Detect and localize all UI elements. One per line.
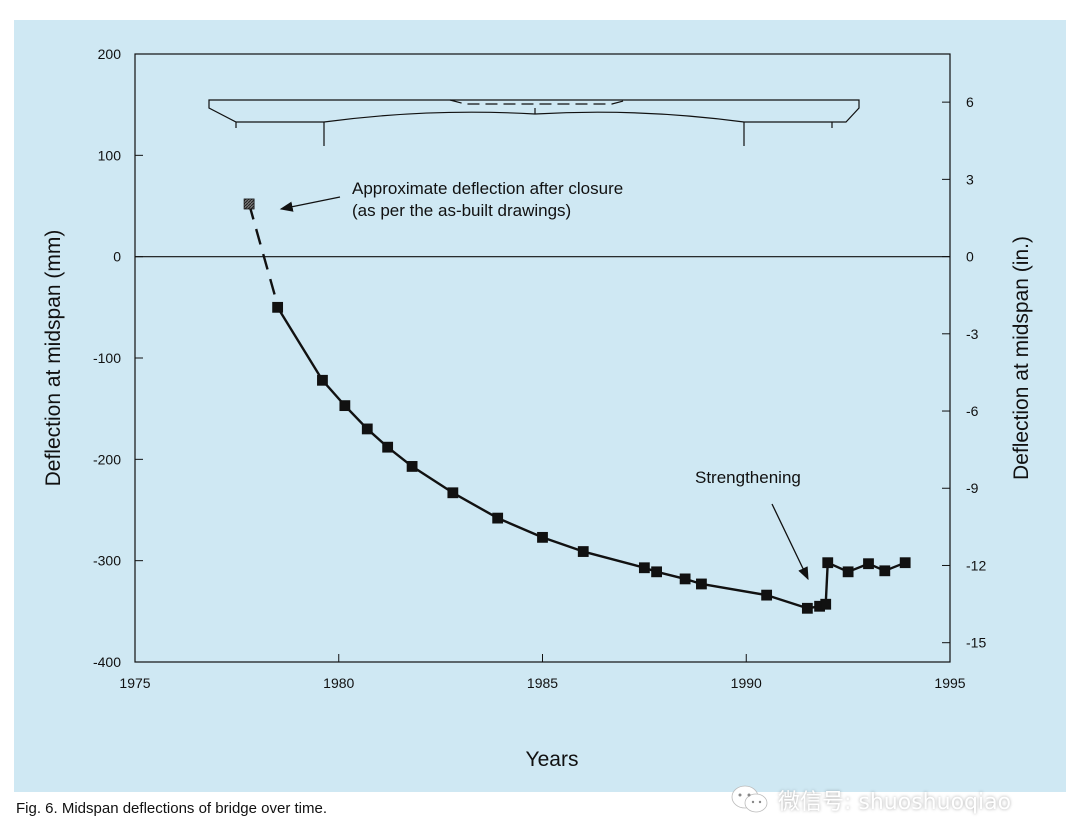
y-tick-label-right: 6 — [966, 94, 974, 110]
figure-caption: Fig. 6. Midspan deflections of bridge ov… — [16, 800, 327, 817]
y-tick-label-right: -9 — [966, 480, 979, 496]
data-point — [801, 602, 813, 614]
y-tick-label-right: -12 — [966, 557, 986, 573]
strengthening-annotation-arrow — [771, 503, 809, 581]
y-axis-ticks-right: 6 3 0 -3 -6 -9 -12 -15 — [942, 94, 986, 651]
y-tick-label-left: -400 — [93, 654, 121, 670]
data-point — [272, 301, 284, 313]
data-point — [879, 565, 891, 577]
watermark-text: 微信号: shuoshuoqiao — [778, 790, 1012, 815]
series-layer — [243, 198, 911, 614]
y-axis-title-right: Deflection at midspan (in.) — [1010, 236, 1033, 480]
data-point — [842, 566, 854, 578]
x-axis-title: Years — [526, 748, 579, 771]
data-point — [577, 546, 589, 557]
series-line-2 — [276, 306, 906, 610]
data-point — [899, 557, 911, 569]
y-tick-label-left: -100 — [93, 350, 121, 366]
data-point — [820, 598, 832, 610]
y-tick-label-left: 100 — [98, 147, 122, 163]
x-tick-label: 1975 — [119, 675, 150, 691]
y-tick-label-left: 200 — [98, 46, 122, 62]
y-axis-title-left: Deflection at midspan (mm) — [42, 230, 65, 487]
y-tick-label-right: 0 — [966, 249, 974, 265]
y-tick-label-right: -6 — [966, 403, 979, 419]
data-point — [651, 566, 662, 578]
x-tick-label: 1990 — [731, 675, 762, 691]
y-tick-label-left: -200 — [93, 451, 121, 467]
data-point — [761, 589, 773, 601]
y-tick-label-left: -300 — [93, 553, 121, 569]
deflection-chart: 1975 1980 1985 1990 1995 200 100 0 -100 -200 -300… — [42, 46, 1033, 771]
closure-annotation-line2: (as per the as-built drawings) — [352, 201, 571, 220]
y-tick-label-left: 0 — [113, 249, 121, 265]
series-line-1 — [247, 203, 279, 306]
watermark: 微信号: shuoshuoqiao — [730, 782, 1011, 818]
data-point — [317, 374, 328, 386]
x-axis-ticks: 1975 1980 1985 1990 1995 — [119, 654, 966, 691]
closure-data-point — [243, 198, 255, 210]
data-point — [382, 441, 394, 453]
wechat-icon — [730, 784, 770, 816]
closure-annotation-arrow — [279, 196, 341, 212]
data-point — [638, 562, 650, 574]
data-point — [406, 461, 418, 472]
data-point — [361, 423, 373, 435]
y-tick-label-right: -15 — [966, 635, 986, 651]
y-tick-label-right: -3 — [966, 326, 979, 342]
figure-panel: 1975 1980 1985 1990 1995 200 100 0 -100 -200 -300… — [14, 20, 1066, 815]
strengthening-annotation: Strengthening — [695, 468, 801, 487]
x-tick-label: 1980 — [323, 675, 354, 691]
data-point — [492, 512, 504, 524]
data-point — [696, 578, 707, 590]
data-point — [447, 487, 459, 499]
x-tick-label: 1985 — [527, 675, 558, 691]
data-point — [679, 573, 691, 585]
data-point — [537, 531, 548, 543]
bridge-elevation-sketch — [208, 99, 860, 146]
data-point — [339, 400, 351, 412]
y-tick-label-right: 3 — [966, 171, 974, 187]
data-point — [822, 557, 834, 569]
data-point — [863, 558, 874, 570]
closure-annotation-line1: Approximate deflection after closure — [352, 179, 623, 198]
x-tick-label: 1995 — [934, 675, 965, 691]
